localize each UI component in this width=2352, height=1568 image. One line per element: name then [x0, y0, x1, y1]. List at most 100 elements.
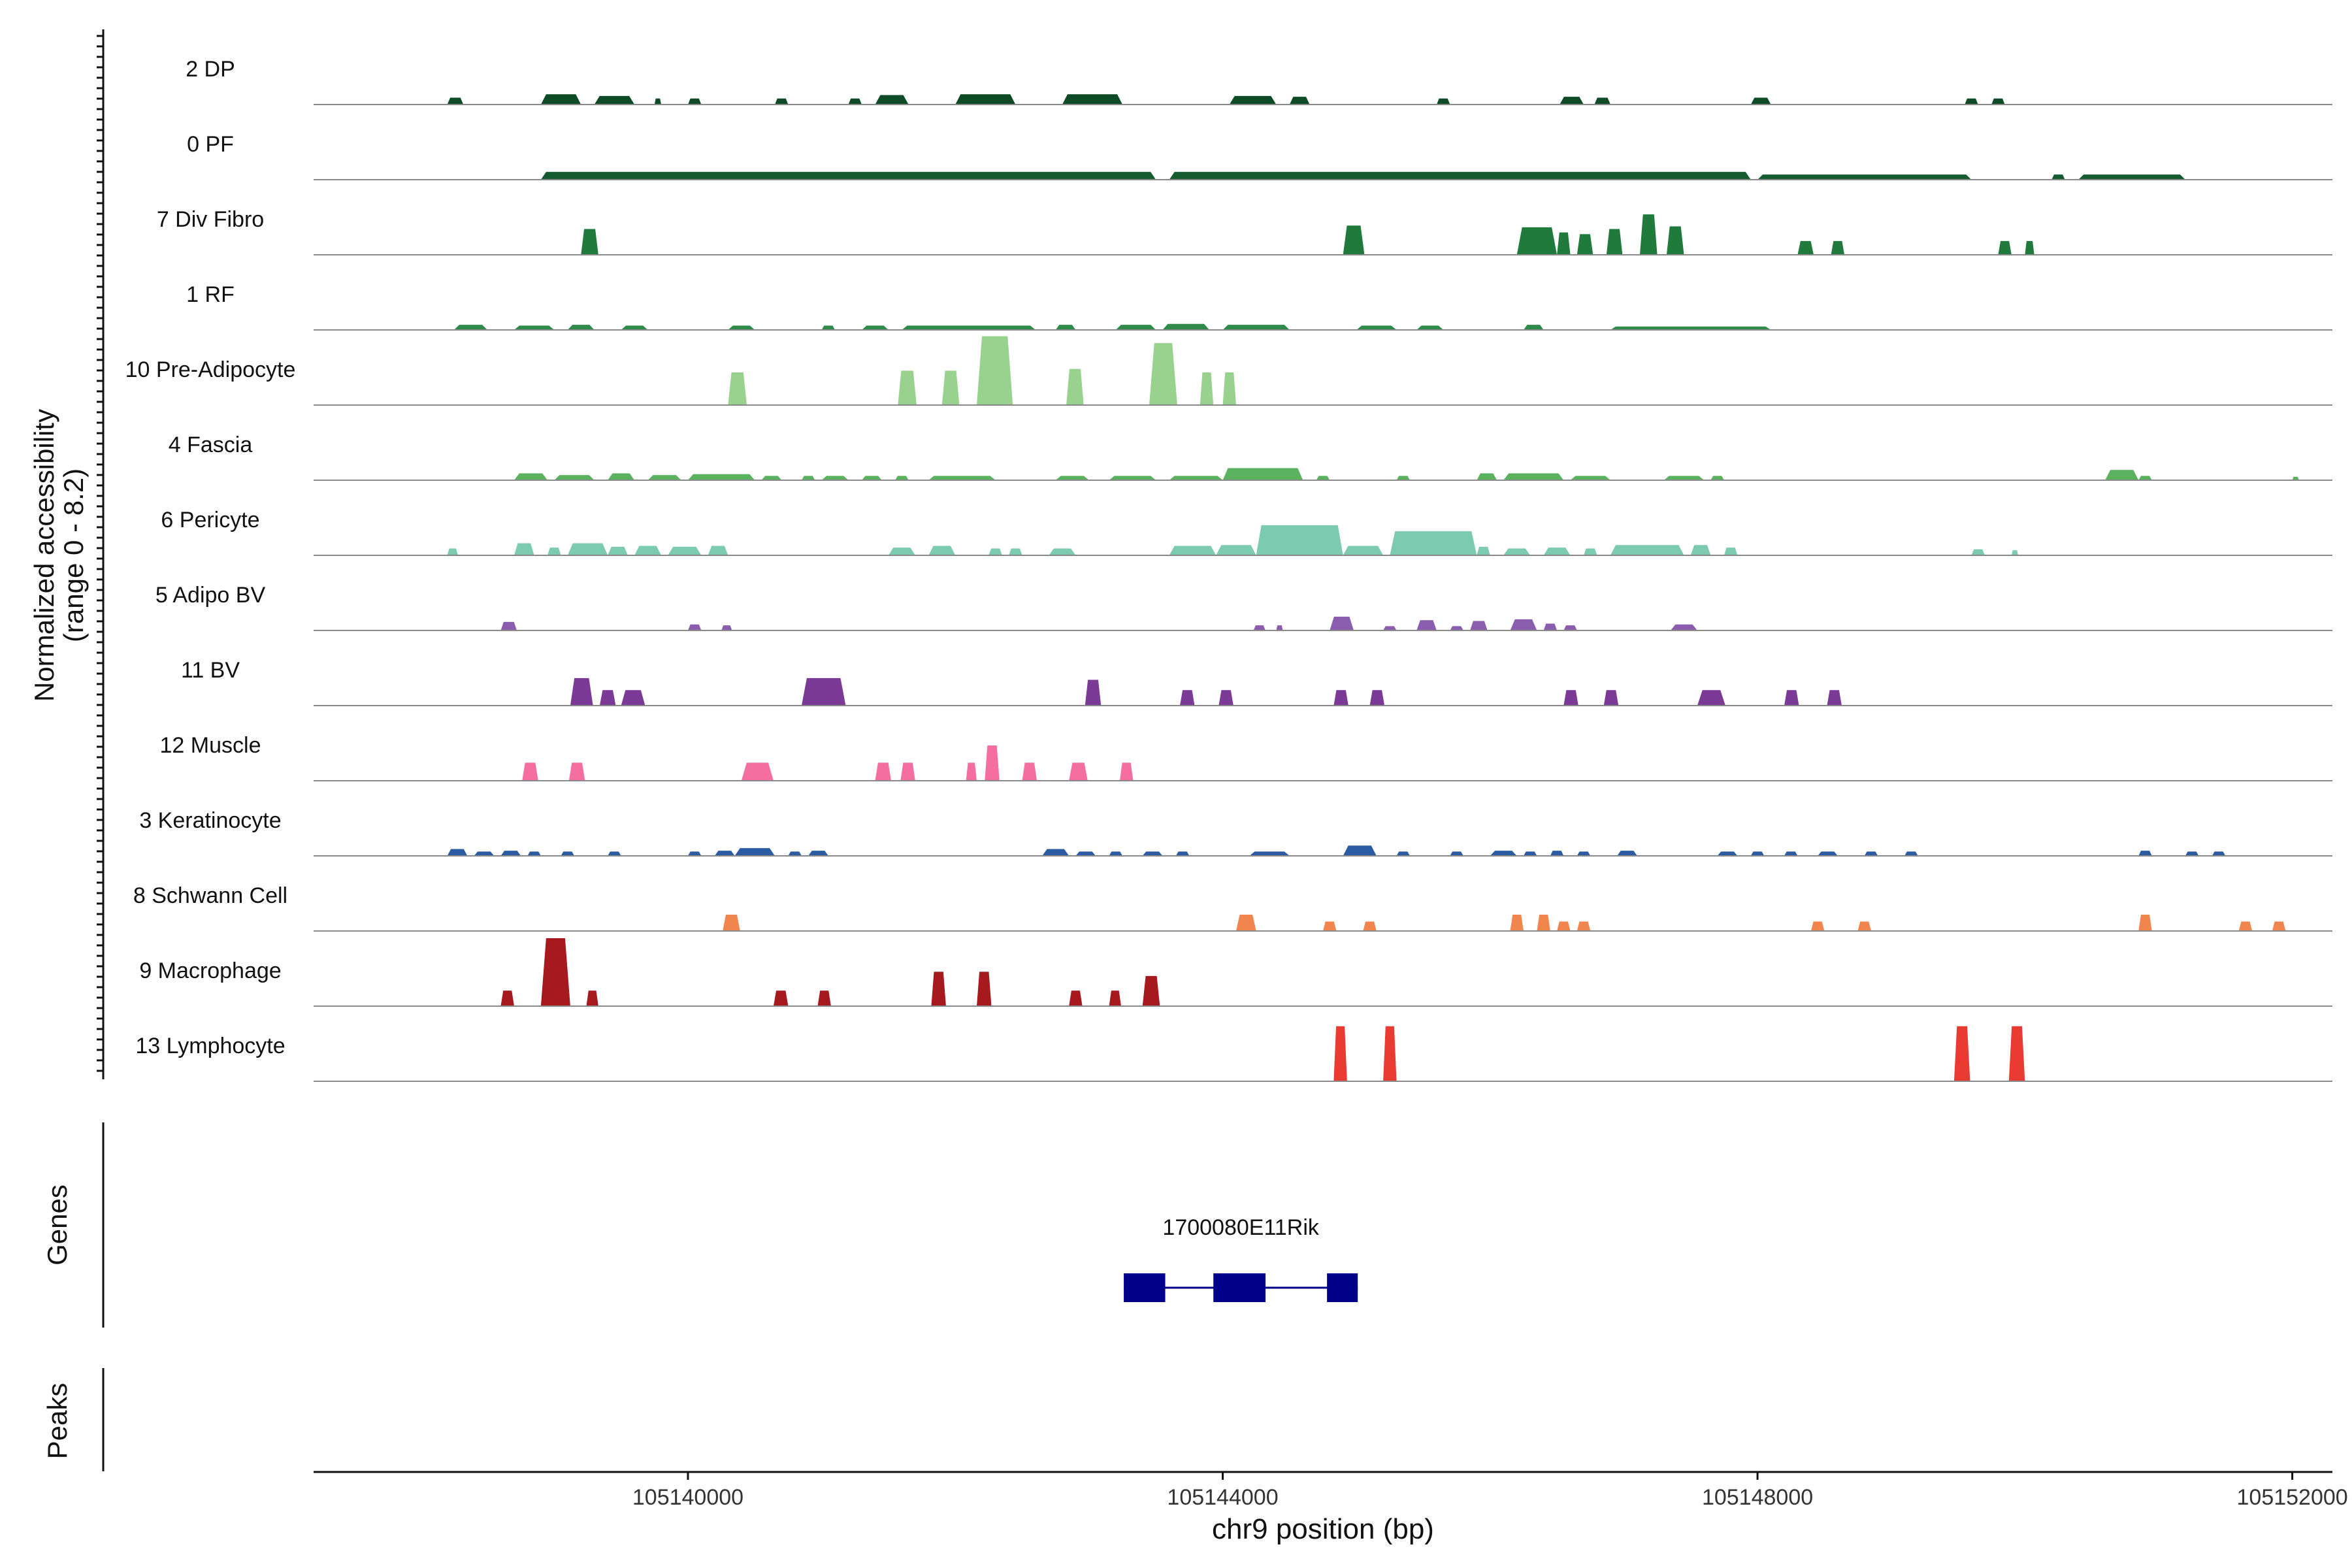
coverage-peak: [2051, 174, 2065, 180]
coverage-peak: [1810, 921, 1825, 931]
coverage-tracks: 2 DP 0 PF 7 Div Fibro 1 RF 10 Pre-Adipocyte 4…: [125, 57, 2332, 1082]
coverage-peak: [928, 476, 996, 480]
coverage-peak: [714, 851, 735, 856]
coverage-peak: [1563, 690, 1578, 706]
coverage-peak: [788, 851, 802, 856]
y-axis-title-line2: (range 0 - 8.2): [58, 468, 89, 642]
coverage-peak: [862, 476, 882, 480]
coverage-peak: [1550, 851, 1564, 856]
coverage-peak: [1560, 97, 1584, 105]
track-10-pre-adipocyte: 10 Pre-Adipocyte: [125, 336, 2332, 406]
coverage-peak: [2292, 476, 2299, 480]
gene-name-label: 1700080E11Rik: [1162, 1215, 1319, 1240]
coverage-peak: [540, 938, 570, 1006]
coverage-peak: [647, 475, 681, 480]
x-tick-label: 105140000: [632, 1485, 743, 1510]
coverage-peak: [862, 325, 889, 330]
coverage-peak: [1235, 914, 1256, 931]
coverage-peak: [2105, 470, 2139, 480]
coverage-peak: [1256, 525, 1343, 555]
track-3-keratinocyte: 3 Keratinocyte: [139, 808, 2332, 857]
coverage-peak: [976, 972, 992, 1006]
coverage-peak: [1617, 851, 1637, 856]
x-tick-label: 105148000: [1702, 1485, 1813, 1510]
track-label: 11 BV: [181, 658, 240, 683]
track-label: 5 Adipo BV: [155, 583, 266, 608]
coverage-peak: [1316, 476, 1330, 480]
track-5-adipo-bv: 5 Adipo BV: [155, 583, 2332, 631]
coverage-peak: [1570, 476, 1610, 480]
coverage-peak: [1510, 914, 1524, 931]
coverage-peak: [1710, 476, 1724, 480]
coverage-peak: [931, 972, 946, 1006]
coverage-peak: [1396, 476, 1411, 480]
coverage-peak: [1523, 325, 1544, 330]
coverage-peak: [1253, 625, 1266, 630]
coverage-peak: [1490, 851, 1517, 856]
coverage-peak: [586, 990, 598, 1006]
track-label: 0 PF: [187, 132, 234, 157]
coverage-peak: [500, 621, 517, 630]
coverage-peak: [2078, 174, 2185, 180]
coverage-peak: [581, 229, 598, 255]
coverage-peak: [1470, 621, 1488, 630]
coverage-peak: [1818, 851, 1838, 856]
coverage-peak: [1042, 849, 1070, 856]
coverage-peak: [821, 325, 836, 330]
coverage-peak: [1330, 616, 1354, 630]
coverage-peak: [527, 851, 541, 856]
coverage-peak: [875, 95, 909, 105]
coverage-peak: [621, 690, 645, 706]
y-axis: [97, 29, 105, 1079]
coverage-peak: [1222, 372, 1236, 405]
track-label: 8 Schwann Cell: [133, 883, 287, 908]
coverage-peak: [1594, 97, 1610, 105]
coverage-peak: [453, 325, 488, 330]
coverage-peak: [848, 98, 862, 105]
coverage-peak: [1965, 98, 1978, 105]
coverage-peak: [1450, 626, 1463, 630]
coverage-peak: [1784, 851, 1798, 856]
coverage-peak: [567, 325, 595, 330]
coverage-peak: [1510, 619, 1537, 630]
track-0-pf: 0 PF: [187, 132, 2332, 180]
coverage-peak: [1750, 851, 1765, 856]
x-tick-label: 105144000: [1167, 1485, 1278, 1510]
coverage-peak: [2025, 240, 2034, 255]
track-label: 6 Pericyte: [161, 508, 259, 532]
coverage-peak: [1115, 325, 1156, 330]
coverage-peak: [1477, 473, 1497, 480]
coverage-peak: [1610, 326, 1771, 330]
coverage-peak: [1175, 851, 1190, 856]
coverage-peak: [895, 476, 909, 480]
coverage-peak: [594, 95, 635, 105]
coverage-peak: [2138, 851, 2152, 856]
x-axis-ticks: 105140000 105144000 105148000 105152000: [632, 1472, 2348, 1510]
track-9-macrophage: 9 Macrophage: [139, 938, 2332, 1007]
track-label: 9 Macrophage: [139, 958, 281, 983]
coverage-peak: [1697, 690, 1725, 706]
track-6-pericyte: 6 Pericyte: [161, 508, 2332, 556]
coverage-peak: [1062, 94, 1123, 105]
coverage-peak: [898, 370, 917, 405]
coverage-peak: [1169, 172, 1751, 180]
coverage-peak: [567, 543, 608, 555]
coverage-peak: [1998, 240, 2012, 255]
coverage-peak: [1576, 921, 1591, 931]
coverage-peak: [2272, 921, 2286, 931]
x-axis-title: chr9 position (bp): [1212, 1513, 1434, 1545]
coverage-peak: [1343, 845, 1377, 856]
coverage-peak: [1516, 227, 1558, 255]
coverage-peak: [1200, 372, 1214, 405]
coverage-peak: [687, 851, 702, 856]
coverage-peak: [1142, 851, 1163, 856]
coverage-peak: [447, 548, 459, 555]
track-label: 4 Fascia: [169, 433, 253, 457]
coverage-peak: [1857, 921, 1872, 931]
track-13-lymphocyte: 13 Lymphocyte: [135, 1026, 2332, 1082]
coverage-peak: [540, 94, 581, 105]
coverage-peak: [1396, 851, 1411, 856]
coverage-peak: [1797, 240, 1814, 255]
track-8-schwann-cell: 8 Schwann Cell: [133, 883, 2332, 932]
coverage-peak: [902, 325, 1036, 330]
